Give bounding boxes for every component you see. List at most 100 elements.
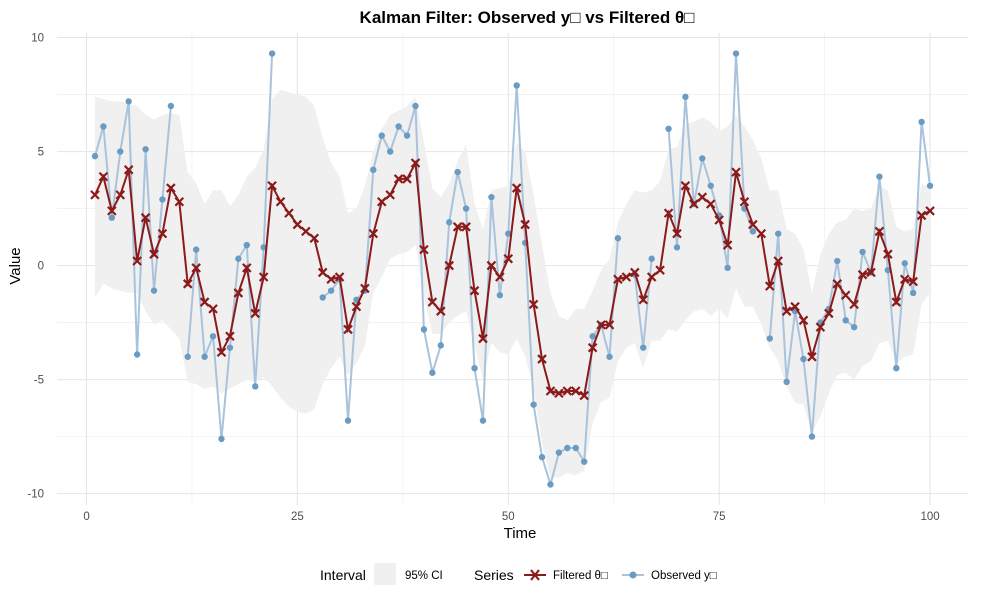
filtered-point: [419, 244, 429, 255]
observed-point: [513, 82, 520, 89]
observed-point: [707, 182, 714, 189]
observed-point: [538, 453, 546, 461]
observed-point: [209, 333, 217, 340]
observed-point: [488, 193, 495, 201]
filtered-point: [570, 386, 581, 396]
filtered-point: [832, 279, 843, 289]
x-tick-label: 0: [83, 511, 89, 523]
filtered-point: [689, 199, 699, 209]
filtered-point: [680, 180, 691, 191]
ci-band-layer: [95, 90, 930, 478]
filtered-point: [436, 306, 446, 316]
filtered-point: [250, 308, 261, 319]
filtered-point: [98, 171, 109, 182]
observed-point: [446, 219, 453, 226]
observed-point: [496, 292, 504, 299]
filtered-point: [174, 196, 185, 207]
filtered-point: [866, 267, 876, 278]
observed-point: [834, 257, 841, 265]
filtered-series: [90, 158, 935, 401]
filtered-point: [486, 260, 497, 271]
filtered-point: [208, 304, 218, 314]
filtered-point: [537, 354, 547, 364]
observed-point: [732, 50, 740, 57]
filtered-point: [781, 306, 792, 316]
y-axis-ticks: -10 -5 0 5 10: [27, 33, 44, 501]
observed-point: [437, 342, 445, 349]
filtered-point: [672, 228, 682, 239]
observed-point: [530, 401, 537, 408]
filtered-point: [360, 283, 370, 294]
filtered-point: [916, 210, 927, 221]
y-axis-title: Value: [7, 247, 24, 284]
observed-point: [800, 355, 807, 363]
observed-point: [749, 228, 757, 235]
observed-point: [876, 173, 883, 180]
filtered-point: [343, 324, 353, 335]
observed-point: [235, 255, 242, 262]
filtered-point: [90, 190, 100, 200]
filtered-point: [883, 249, 893, 259]
observed-point: [640, 344, 647, 351]
observed-point: [589, 333, 596, 340]
observed-point: [201, 353, 208, 360]
legend-filtered-key: [524, 569, 546, 581]
filtered-point: [849, 299, 859, 310]
filtered-point: [764, 281, 775, 291]
filtered-point: [225, 331, 235, 342]
filtered-point: [503, 253, 514, 264]
observed-point: [479, 417, 487, 424]
filtered-point: [705, 199, 716, 209]
filtered-point: [908, 276, 918, 287]
filtered-point: [166, 183, 176, 193]
observed-point: [226, 344, 234, 351]
filtered-point: [798, 315, 809, 326]
observed-point: [142, 146, 149, 153]
observed-point: [412, 102, 419, 110]
filtered-point: [528, 299, 539, 310]
observed-point: [429, 369, 436, 376]
observed-point: [378, 132, 385, 139]
observed-point: [606, 353, 613, 360]
observed-point: [555, 449, 563, 456]
observed-point: [184, 353, 191, 360]
observed-point: [218, 435, 225, 443]
filtered-point: [182, 279, 193, 289]
observed-point: [918, 118, 925, 126]
filtered-point: [469, 285, 480, 296]
observed-point: [783, 378, 790, 386]
observed-point: [859, 248, 866, 256]
observed-point: [842, 317, 849, 324]
observed-point: [808, 433, 816, 440]
observed-point: [386, 148, 394, 155]
x-tick-label: 50: [502, 511, 515, 523]
observed-point: [901, 260, 908, 267]
observed-point: [108, 214, 116, 221]
observed-point: [159, 196, 166, 203]
filtered-point: [731, 167, 741, 177]
legend: Interval 95% CI Series Filtered θ□ Obser…: [320, 563, 717, 585]
filtered-point: [326, 274, 336, 285]
legend-series-title: Series: [474, 567, 514, 583]
filtered-point: [495, 272, 505, 282]
filtered-point: [351, 301, 362, 312]
observed-point: [665, 125, 672, 132]
filtered-point: [511, 183, 522, 193]
filtered-point: [748, 219, 758, 230]
filtered-point: [545, 386, 556, 396]
observed-point: [673, 244, 681, 251]
filtered-point: [655, 265, 665, 275]
observed-point: [505, 230, 512, 237]
filtered-point: [891, 297, 902, 307]
x-axis-ticks: 0 25 50 75 100: [83, 511, 939, 523]
chart-title: Kalman Filter: Observed y□ vs Filtered θ…: [360, 8, 695, 27]
filtered-point: [452, 222, 463, 232]
y-tick-label: 10: [31, 33, 44, 45]
observed-point: [192, 246, 200, 253]
observed-point: [775, 230, 782, 237]
filtered-point: [461, 222, 471, 232]
x-tick-label: 100: [920, 511, 939, 523]
observed-point: [125, 98, 132, 105]
filtered-point: [334, 272, 345, 282]
filtered-point: [646, 272, 657, 282]
